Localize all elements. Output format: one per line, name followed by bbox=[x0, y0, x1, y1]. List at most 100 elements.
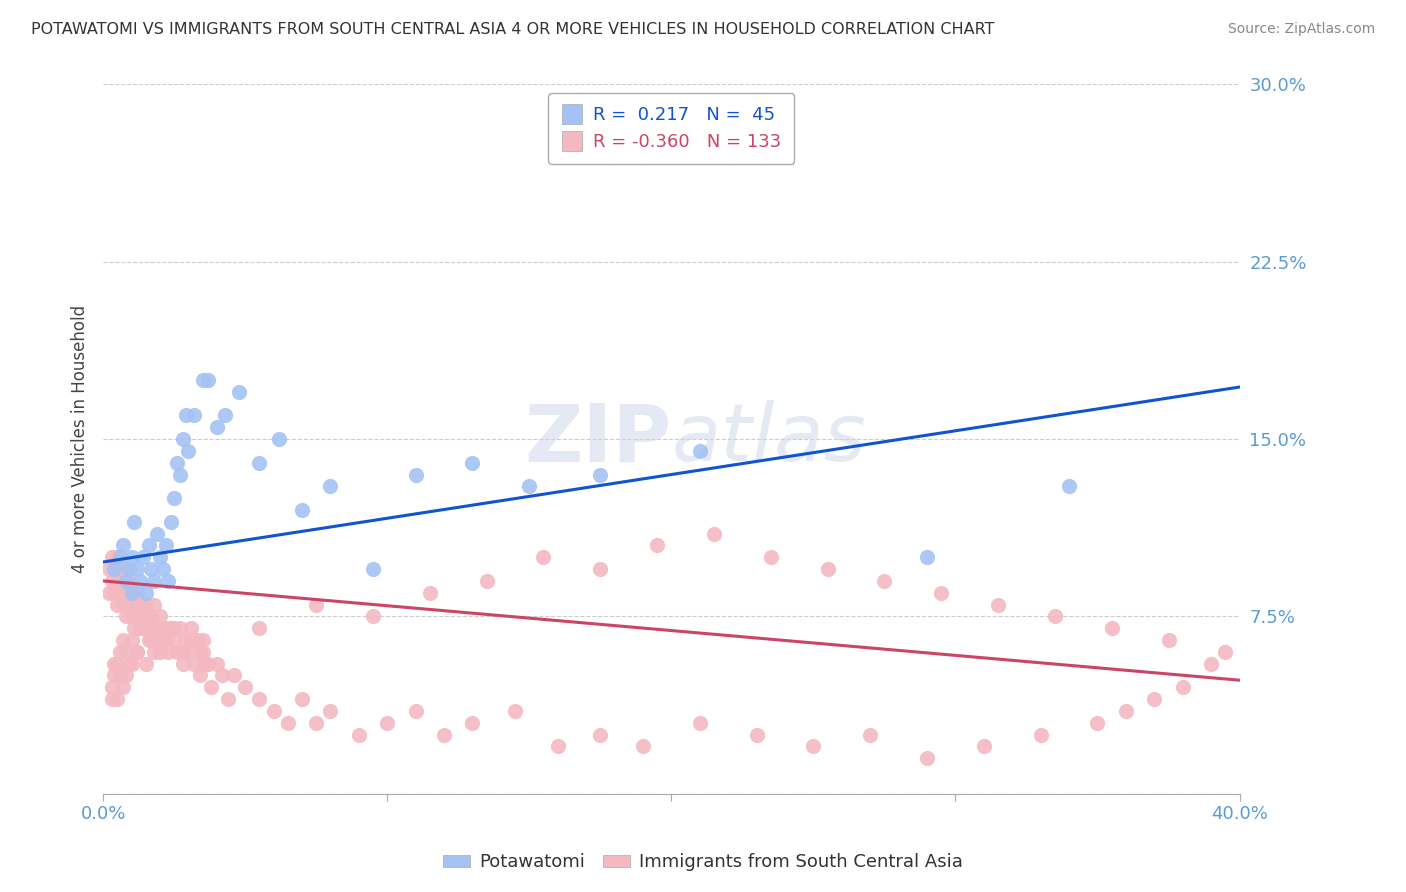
Point bbox=[141, 562, 163, 576]
Point bbox=[517, 479, 540, 493]
Point bbox=[121, 657, 143, 671]
Point bbox=[108, 645, 131, 659]
Point bbox=[1101, 621, 1123, 635]
Point bbox=[118, 657, 141, 671]
Point bbox=[132, 550, 155, 565]
Point bbox=[118, 598, 141, 612]
Point bbox=[166, 645, 188, 659]
Point bbox=[141, 632, 163, 647]
Point bbox=[191, 373, 214, 387]
Point bbox=[103, 657, 125, 671]
Point bbox=[745, 728, 768, 742]
Point bbox=[103, 562, 125, 576]
Point bbox=[103, 562, 125, 576]
Point bbox=[191, 632, 214, 647]
Point bbox=[118, 562, 141, 576]
Point bbox=[859, 728, 882, 742]
Point bbox=[100, 574, 122, 588]
Point bbox=[103, 668, 125, 682]
Point bbox=[172, 432, 194, 446]
Point bbox=[228, 384, 250, 399]
Point bbox=[222, 668, 245, 682]
Point bbox=[105, 692, 128, 706]
Point bbox=[118, 574, 141, 588]
Point bbox=[135, 657, 157, 671]
Point bbox=[111, 538, 134, 552]
Point bbox=[405, 704, 427, 718]
Point bbox=[973, 739, 995, 754]
Point bbox=[503, 704, 526, 718]
Point bbox=[155, 538, 177, 552]
Point bbox=[929, 585, 952, 599]
Point bbox=[111, 574, 134, 588]
Point bbox=[1199, 657, 1222, 671]
Point bbox=[194, 657, 217, 671]
Point bbox=[157, 645, 180, 659]
Point bbox=[169, 621, 191, 635]
Point bbox=[361, 609, 384, 624]
Point bbox=[197, 657, 219, 671]
Point bbox=[163, 621, 186, 635]
Point bbox=[121, 550, 143, 565]
Point bbox=[100, 681, 122, 695]
Point bbox=[149, 609, 172, 624]
Point bbox=[108, 585, 131, 599]
Point bbox=[589, 728, 612, 742]
Point bbox=[163, 632, 186, 647]
Point bbox=[129, 574, 152, 588]
Point bbox=[217, 692, 239, 706]
Point bbox=[191, 645, 214, 659]
Point bbox=[205, 657, 228, 671]
Point bbox=[533, 550, 555, 565]
Point bbox=[319, 479, 342, 493]
Point bbox=[461, 456, 484, 470]
Point bbox=[915, 550, 938, 565]
Text: ZIP: ZIP bbox=[524, 400, 671, 478]
Point bbox=[127, 645, 149, 659]
Point bbox=[121, 609, 143, 624]
Point bbox=[127, 562, 149, 576]
Point bbox=[1057, 479, 1080, 493]
Point bbox=[127, 609, 149, 624]
Point bbox=[183, 409, 205, 423]
Point bbox=[97, 585, 120, 599]
Point bbox=[1043, 609, 1066, 624]
Point bbox=[1143, 692, 1166, 706]
Point bbox=[105, 657, 128, 671]
Point bbox=[143, 574, 166, 588]
Point bbox=[645, 538, 668, 552]
Point bbox=[160, 515, 183, 529]
Text: Source: ZipAtlas.com: Source: ZipAtlas.com bbox=[1227, 22, 1375, 37]
Point bbox=[146, 632, 169, 647]
Point bbox=[155, 621, 177, 635]
Point bbox=[589, 562, 612, 576]
Point bbox=[247, 692, 270, 706]
Point bbox=[305, 598, 328, 612]
Point bbox=[433, 728, 456, 742]
Point bbox=[180, 632, 202, 647]
Point bbox=[188, 645, 211, 659]
Point bbox=[361, 562, 384, 576]
Point bbox=[291, 503, 314, 517]
Point bbox=[157, 574, 180, 588]
Point bbox=[100, 692, 122, 706]
Point bbox=[127, 645, 149, 659]
Point bbox=[169, 467, 191, 482]
Point bbox=[197, 373, 219, 387]
Point bbox=[174, 409, 197, 423]
Point bbox=[115, 585, 138, 599]
Point bbox=[143, 621, 166, 635]
Point bbox=[111, 681, 134, 695]
Point bbox=[121, 585, 143, 599]
Point bbox=[803, 739, 825, 754]
Point bbox=[405, 467, 427, 482]
Point bbox=[105, 598, 128, 612]
Point bbox=[547, 739, 569, 754]
Point bbox=[111, 632, 134, 647]
Point bbox=[115, 645, 138, 659]
Text: POTAWATOMI VS IMMIGRANTS FROM SOUTH CENTRAL ASIA 4 OR MORE VEHICLES IN HOUSEHOLD: POTAWATOMI VS IMMIGRANTS FROM SOUTH CENT… bbox=[31, 22, 994, 37]
Point bbox=[1087, 715, 1109, 730]
Point bbox=[124, 515, 146, 529]
Point bbox=[461, 715, 484, 730]
Point bbox=[143, 598, 166, 612]
